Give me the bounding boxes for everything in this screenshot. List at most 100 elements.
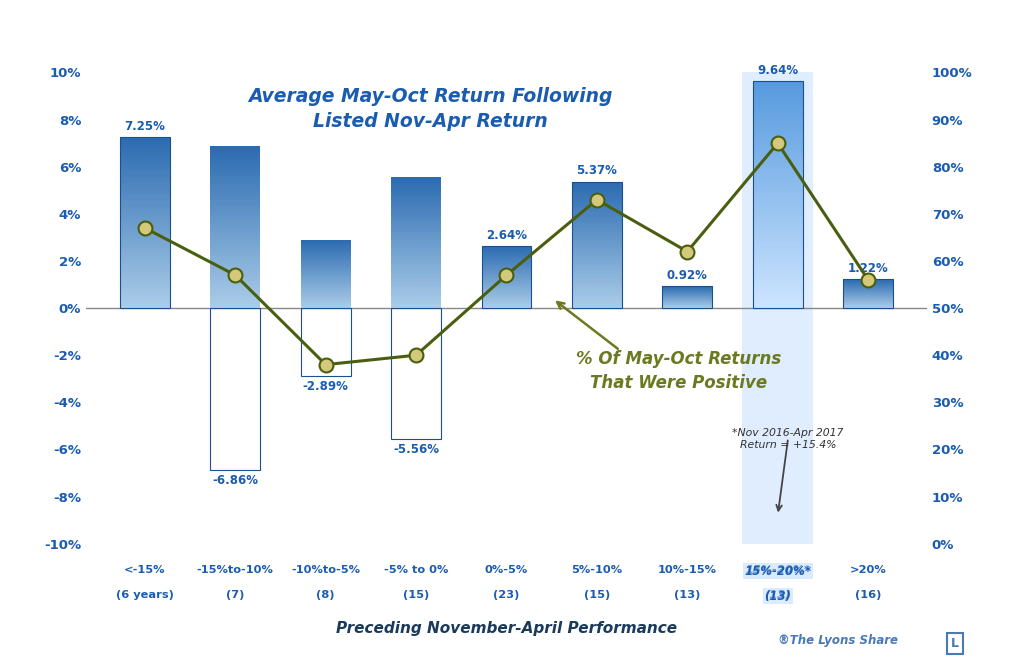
Bar <box>211 211 260 213</box>
Bar <box>301 243 350 244</box>
Bar <box>753 229 802 231</box>
Bar <box>572 260 622 261</box>
Bar <box>572 200 622 202</box>
Text: 9.64%: 9.64% <box>757 64 798 76</box>
Bar <box>391 229 441 231</box>
Bar <box>301 264 350 265</box>
Bar <box>301 286 350 287</box>
Bar <box>120 254 170 255</box>
Bar <box>572 292 622 293</box>
Bar <box>211 289 260 291</box>
Bar <box>391 306 441 307</box>
Bar <box>211 208 260 210</box>
Bar <box>211 297 260 299</box>
Bar <box>120 170 170 171</box>
Bar <box>572 301 622 302</box>
Bar <box>211 217 260 219</box>
Bar <box>301 293 350 294</box>
Bar <box>753 81 802 83</box>
Bar <box>753 199 802 202</box>
Bar <box>120 284 170 286</box>
Bar <box>391 190 441 192</box>
Bar <box>391 261 441 262</box>
Bar <box>211 295 260 297</box>
Bar <box>572 193 622 194</box>
Bar <box>211 169 260 171</box>
Bar <box>120 301 170 303</box>
Bar <box>211 299 260 300</box>
Bar <box>120 228 170 229</box>
Bar <box>572 264 622 265</box>
Bar <box>301 244 350 245</box>
Bar <box>211 246 260 248</box>
Bar <box>391 203 441 204</box>
Bar <box>211 263 260 264</box>
Bar <box>391 233 441 235</box>
Bar <box>572 277 622 279</box>
Bar <box>211 242 260 243</box>
Bar <box>120 192 170 194</box>
Bar <box>120 182 170 183</box>
Text: Preceding November-April Performance: Preceding November-April Performance <box>336 621 677 636</box>
Bar <box>391 236 441 237</box>
Bar <box>120 159 170 161</box>
Bar <box>120 151 170 153</box>
Bar <box>391 244 441 245</box>
Bar <box>753 129 802 131</box>
Bar <box>753 113 802 115</box>
Bar <box>211 253 260 255</box>
Bar <box>301 280 350 281</box>
Bar <box>120 216 170 217</box>
Bar <box>301 252 350 253</box>
Bar <box>391 214 441 215</box>
Text: (8): (8) <box>316 590 335 600</box>
Text: (23): (23) <box>493 590 520 600</box>
Bar <box>301 268 350 269</box>
Bar <box>120 168 170 170</box>
Text: *Nov 2016-Apr 2017
Return = +15.4%: *Nov 2016-Apr 2017 Return = +15.4% <box>732 428 844 450</box>
Bar <box>753 172 802 174</box>
Bar <box>753 204 802 206</box>
Bar <box>572 243 622 244</box>
Bar <box>753 238 802 240</box>
Text: (15): (15) <box>583 590 610 600</box>
Bar <box>120 286 170 287</box>
Bar <box>301 294 350 295</box>
Bar <box>211 223 260 224</box>
Bar <box>572 214 622 215</box>
Bar <box>753 246 802 249</box>
Bar <box>120 287 170 289</box>
Bar <box>301 274 350 275</box>
Bar <box>120 240 170 241</box>
Bar <box>120 246 170 248</box>
Bar <box>391 246 441 248</box>
Bar <box>120 186 170 188</box>
Bar <box>120 262 170 264</box>
Bar <box>120 303 170 304</box>
Bar <box>391 278 441 279</box>
Bar <box>120 154 170 156</box>
Bar <box>120 183 170 185</box>
Bar <box>211 181 260 182</box>
Bar <box>120 161 170 163</box>
Bar <box>391 220 441 221</box>
Bar <box>120 226 170 228</box>
Bar <box>211 258 260 260</box>
Bar <box>391 241 441 243</box>
Bar <box>301 305 350 306</box>
Bar <box>572 289 622 291</box>
Bar <box>120 231 170 233</box>
Bar <box>391 257 441 258</box>
Text: (15): (15) <box>403 590 430 600</box>
Bar <box>120 255 170 257</box>
Bar <box>301 304 350 305</box>
Bar <box>481 246 532 308</box>
Bar <box>120 279 170 281</box>
Bar <box>120 173 170 175</box>
Bar <box>120 300 170 301</box>
Bar <box>572 217 622 218</box>
Bar <box>391 207 441 208</box>
Bar <box>753 119 802 122</box>
Bar <box>753 160 802 163</box>
Bar <box>301 262 350 263</box>
